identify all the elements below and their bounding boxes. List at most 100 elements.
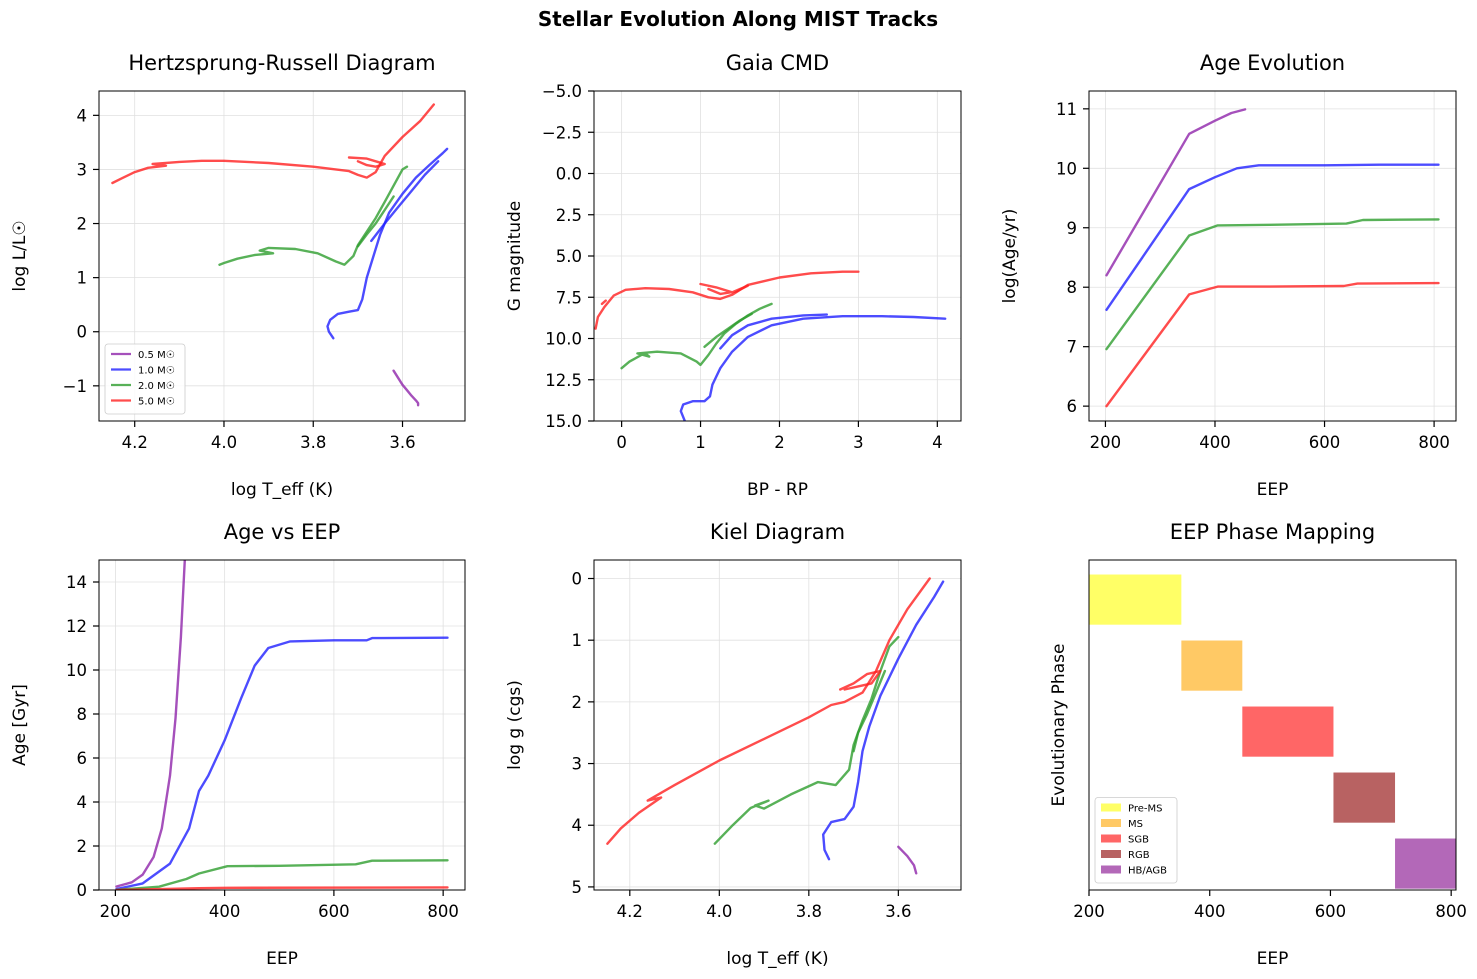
series-line-m10 — [679, 315, 947, 421]
y-tick-label: −1 — [63, 377, 87, 396]
x-tick-label: 600 — [1309, 433, 1341, 452]
phase-bar-sgb — [1242, 706, 1334, 757]
x-tick-label: 400 — [1194, 902, 1226, 921]
y-tick-label: 12.5 — [545, 371, 582, 390]
panel-title: Age Evolution — [1200, 51, 1345, 75]
series-group — [1105, 108, 1440, 408]
y-tick-label: 4 — [572, 816, 583, 835]
series-line-m50 — [115, 886, 449, 890]
y-tick-label: 1 — [572, 631, 583, 650]
series-line-m10 — [822, 580, 945, 861]
legend-label: 2.0 M☉ — [138, 381, 175, 392]
y-tick-label: 2.5 — [556, 206, 582, 225]
y-axis-label: Evolutionary Phase — [1049, 644, 1069, 807]
legend: Pre-MS MS SGB RGB HB/AGB — [1094, 797, 1178, 884]
phase-bar-rgb — [1333, 772, 1396, 823]
x-tick-label: 400 — [1199, 433, 1231, 452]
series-line-m50 — [347, 156, 386, 168]
panel-title: Kiel Diagram — [710, 520, 845, 544]
panel-hrd: 4.2 4.0 3.8 3.6 −1 0 1 2 3 4 Hertzsprung-Russell D… — [10, 51, 466, 500]
legend-label: HB/AGB — [1128, 866, 1167, 877]
x-tick-label: 600 — [1315, 902, 1347, 921]
legend-swatch — [1101, 850, 1121, 858]
series-line-m05 — [897, 845, 918, 875]
y-tick-label: 14 — [66, 573, 87, 592]
panel-ageevo: 200 400 600 800 6 7 8 9 10 11 Age Evolution EEP log(… — [1000, 51, 1457, 500]
series-line-m10 — [115, 636, 449, 890]
y-tick-label: 12 — [66, 617, 87, 636]
phase-bar-hbagb — [1395, 838, 1456, 889]
y-tick-label: 9 — [1067, 219, 1078, 238]
series-line-m05 — [115, 560, 186, 888]
legend-label: 1.0 M☉ — [138, 366, 175, 377]
y-tick-label: 2 — [77, 215, 88, 234]
series-line-m20 — [218, 165, 409, 266]
x-tick-label: 3.8 — [796, 902, 822, 921]
y-tick-label: 0 — [572, 570, 583, 589]
x-tick-label: 800 — [427, 902, 459, 921]
series-line-m10 — [1105, 163, 1440, 311]
x-axis-label: log T_eff (K) — [231, 480, 333, 500]
legend-swatch — [1101, 865, 1121, 874]
y-tick-label: 3 — [77, 160, 88, 179]
panel-phase: 200 400 600 800 EEP Phase Mapping EEP Evolutio… — [1049, 520, 1467, 969]
x-tick-label: 200 — [1073, 902, 1105, 921]
panel-title: EEP Phase Mapping — [1170, 520, 1375, 544]
x-axis-label: log T_eff (K) — [726, 949, 828, 969]
y-axis-label: Age [Gyr] — [10, 684, 30, 766]
legend-box — [1094, 797, 1178, 884]
x-tick-label: 200 — [100, 902, 132, 921]
legend: 0.5 M☉ 1.0 M☉ 2.0 M☉ 5.0 M☉ — [104, 343, 186, 415]
y-axis-label: log L/L☉ — [10, 220, 30, 291]
x-tick-label: 3 — [853, 433, 864, 452]
y-tick-label: 4 — [77, 793, 88, 812]
phase-bar-ms — [1181, 640, 1243, 691]
x-axis-label: EEP — [1257, 480, 1289, 500]
series-line-m50 — [111, 103, 435, 185]
y-axis-label: log(Age/yr) — [1000, 209, 1020, 304]
y-tick-label: 2 — [77, 837, 88, 856]
panel-title: Age vs EEP — [224, 520, 341, 544]
legend-box — [104, 343, 186, 415]
x-axis-label: EEP — [266, 949, 298, 969]
x-tick-label: 3.8 — [300, 433, 326, 452]
series-line-m50 — [600, 299, 607, 306]
x-tick-label: 600 — [318, 902, 350, 921]
y-tick-label: 10.0 — [545, 330, 582, 349]
series-line-m10 — [370, 160, 440, 243]
y-tick-label: 0.0 — [556, 165, 582, 184]
series-group — [111, 103, 449, 407]
x-tick-label: 4.0 — [211, 433, 237, 452]
legend-label: SGB — [1128, 835, 1149, 846]
x-tick-label: 4 — [932, 433, 943, 452]
series-line-m10 — [326, 147, 449, 340]
legend-swatch — [1101, 834, 1121, 843]
axes-frame — [593, 559, 962, 891]
legend-label: Pre-MS — [1128, 804, 1162, 815]
y-axis-label: log g (cgs) — [505, 680, 525, 770]
y-tick-label: 0 — [77, 323, 88, 342]
x-tick-label: 4.0 — [706, 902, 732, 921]
axes-frame — [1088, 559, 1457, 891]
series-line-m10 — [719, 313, 828, 350]
y-tick-label: 5.0 — [556, 247, 582, 266]
y-axis-label: G magnitude — [505, 201, 525, 312]
panel-title: Gaia CMD — [726, 51, 829, 75]
y-tick-label: 7.5 — [556, 288, 582, 307]
axes-frame — [1088, 90, 1457, 422]
legend-label: 5.0 M☉ — [138, 397, 175, 408]
y-tick-label: 0 — [77, 881, 88, 900]
phase-bar-premsstage — [1089, 574, 1182, 625]
x-axis-label: BP - RP — [747, 480, 808, 500]
series-line-m50 — [594, 270, 860, 330]
y-tick-label: 5 — [572, 878, 583, 897]
legend-swatch — [1101, 819, 1121, 827]
x-tick-label: 0 — [616, 433, 627, 452]
series-line-m20 — [356, 195, 395, 248]
figure-suptitle: Stellar Evolution Along MIST Tracks — [538, 7, 938, 31]
legend-label: RGB — [1128, 850, 1150, 861]
y-tick-label: 6 — [1067, 397, 1078, 416]
series-line-m05 — [392, 369, 420, 407]
series-group — [594, 270, 947, 421]
